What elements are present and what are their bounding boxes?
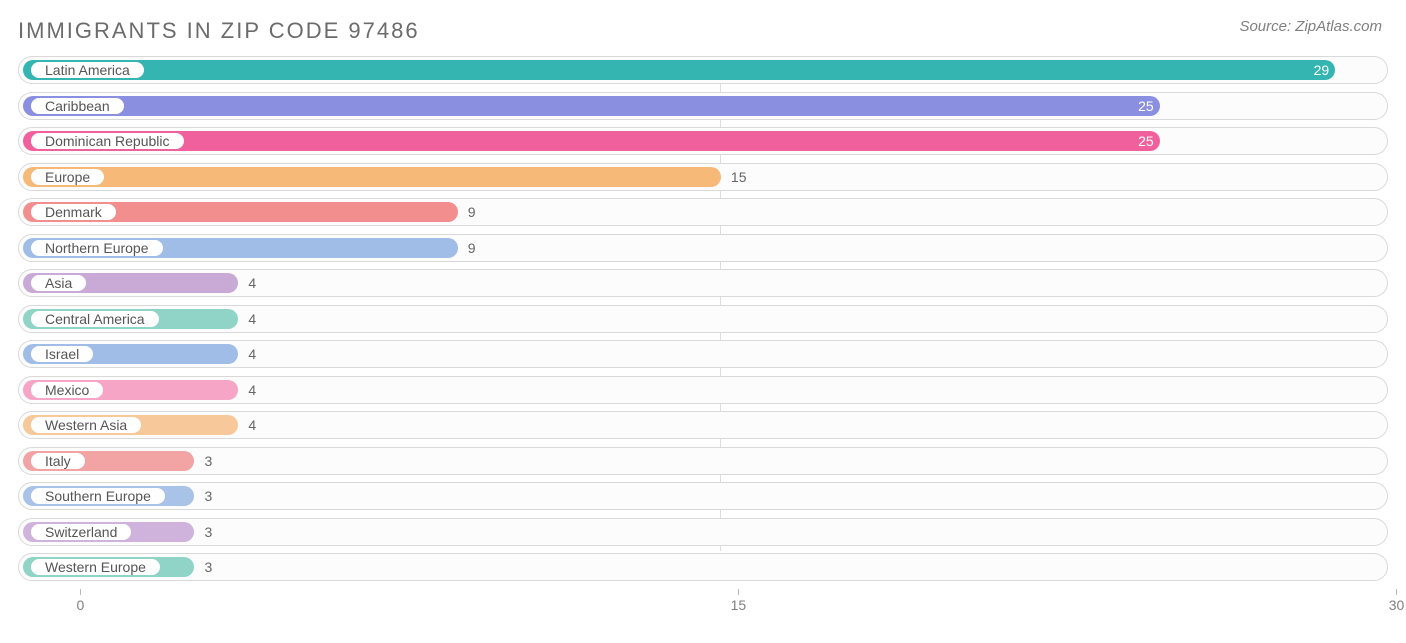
tick-line: [1396, 589, 1397, 595]
bar-category-pill: Central America: [29, 309, 161, 329]
chart-area: Latin America29Caribbean25Dominican Repu…: [0, 52, 1406, 619]
bar-category-pill: Western Europe: [29, 557, 162, 577]
bar-value-label: 25: [1138, 93, 1154, 119]
chart-source: Source: ZipAtlas.com: [1239, 18, 1382, 35]
x-axis: 01530: [36, 589, 1370, 619]
bar-category-pill: Israel: [29, 344, 95, 364]
bar-value-label: 4: [248, 270, 256, 296]
bar-row: Europe 15: [18, 163, 1388, 191]
bar-category-pill: Northern Europe: [29, 238, 165, 258]
bar-category-pill: Switzerland: [29, 522, 133, 542]
bar-value-label: 15: [731, 164, 747, 190]
bar-row: Caribbean 25: [18, 92, 1388, 120]
tick-line: [80, 589, 81, 595]
bar-category-pill: Caribbean: [29, 96, 126, 116]
bar-value-label: 3: [204, 448, 212, 474]
bar-category-pill: Southern Europe: [29, 486, 167, 506]
bar-row: Northern Europe 9: [18, 234, 1388, 262]
bar-row: Asia 4: [18, 269, 1388, 297]
bar-category-pill: Mexico: [29, 380, 105, 400]
bar-row: Italy 3: [18, 447, 1388, 475]
bar-row: Central America 4: [18, 305, 1388, 333]
x-axis-tick: 0: [80, 589, 81, 595]
bar-value-label: 3: [204, 554, 212, 580]
x-axis-tick: 15: [738, 589, 739, 595]
bar-value-label: 4: [248, 306, 256, 332]
bar-category-pill: Asia: [29, 273, 88, 293]
bar-row: Israel 4: [18, 340, 1388, 368]
bar-value-label: 3: [204, 519, 212, 545]
bar-category-pill: Dominican Republic: [29, 131, 186, 151]
bar: [23, 131, 1160, 151]
bar: [23, 167, 721, 187]
bar-row: Southern Europe 3: [18, 482, 1388, 510]
tick-label: 30: [1389, 597, 1405, 613]
bar-value-label: 25: [1138, 128, 1154, 154]
x-axis-tick: 30: [1396, 589, 1397, 595]
bar-row: Western Europe 3: [18, 553, 1388, 581]
bar-value-label: 9: [468, 235, 476, 261]
bar-category-pill: Western Asia: [29, 415, 143, 435]
bar: [23, 60, 1335, 80]
bar-value-label: 29: [1314, 57, 1330, 83]
chart-plot: Latin America29Caribbean25Dominican Repu…: [18, 56, 1388, 581]
bar-row: Dominican Republic 25: [18, 127, 1388, 155]
bar-category-pill: Europe: [29, 167, 106, 187]
bar-value-label: 4: [248, 341, 256, 367]
chart-header: IMMIGRANTS IN ZIP CODE 97486 Source: Zip…: [0, 0, 1406, 52]
bar-category-pill: Italy: [29, 451, 87, 471]
tick-label: 0: [76, 597, 84, 613]
tick-label: 15: [731, 597, 747, 613]
bar-category-pill: Latin America: [29, 60, 146, 80]
bar: [23, 96, 1160, 116]
chart-title: IMMIGRANTS IN ZIP CODE 97486: [18, 18, 420, 44]
tick-line: [738, 589, 739, 595]
bar-row: Denmark 9: [18, 198, 1388, 226]
bar-value-label: 4: [248, 377, 256, 403]
bar-row: Mexico 4: [18, 376, 1388, 404]
bar-value-label: 4: [248, 412, 256, 438]
bar-value-label: 3: [204, 483, 212, 509]
bar-category-pill: Denmark: [29, 202, 118, 222]
bar-row: Switzerland 3: [18, 518, 1388, 546]
bar-row: Western Asia 4: [18, 411, 1388, 439]
bar-value-label: 9: [468, 199, 476, 225]
bar-row: Latin America 29: [18, 56, 1388, 84]
